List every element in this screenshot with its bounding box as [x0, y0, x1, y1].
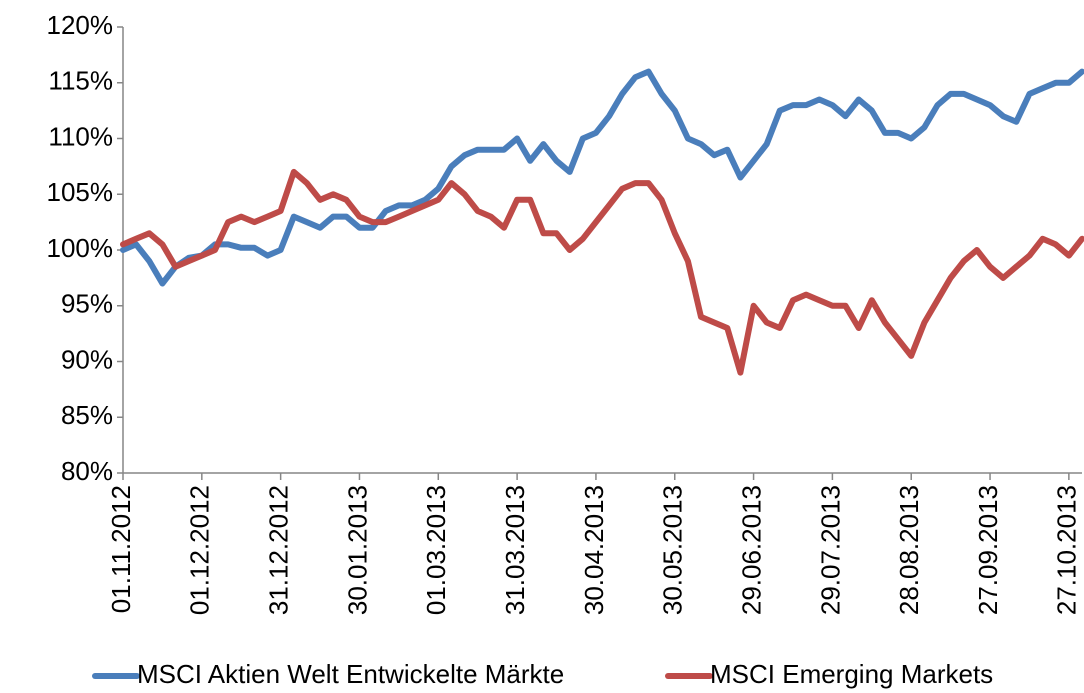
x-tick-label: 27.10.2013: [1052, 485, 1082, 615]
y-tick-label: 110%: [48, 121, 113, 151]
x-tick-label: 28.08.2013: [894, 485, 924, 615]
legend-label: MSCI Aktien Welt Entwickelte Märkte: [137, 659, 564, 689]
y-tick-label: 115%: [48, 66, 113, 96]
y-tick-label: 95%: [61, 289, 113, 319]
x-tick-label: 29.06.2013: [736, 485, 766, 615]
y-tick-label: 80%: [61, 456, 113, 486]
y-tick-label: 105%: [47, 177, 114, 207]
x-tick-label: 27.09.2013: [973, 485, 1003, 615]
y-tick-label: 85%: [61, 400, 113, 430]
x-tick-label: 01.11.2012: [106, 485, 136, 613]
x-tick-label: 29.07.2013: [815, 485, 845, 615]
x-tick-label: 01.12.2012: [185, 485, 215, 615]
x-tick-label: 31.03.2013: [500, 485, 530, 615]
series-line: [120, 68, 1084, 287]
x-tick-label: 30.04.2013: [579, 485, 609, 615]
series-line: [120, 168, 1084, 376]
x-tick-label: 01.03.2013: [421, 485, 451, 615]
x-tick-label: 30.01.2013: [342, 485, 372, 615]
y-tick-label: 90%: [61, 344, 113, 374]
x-tick-label: 30.05.2013: [658, 485, 688, 615]
x-tick-label: 31.12.2012: [264, 485, 294, 615]
y-tick-label: 100%: [47, 233, 114, 263]
legend-label: MSCI Emerging Markets: [710, 659, 993, 689]
y-tick-label: 120%: [47, 10, 114, 40]
